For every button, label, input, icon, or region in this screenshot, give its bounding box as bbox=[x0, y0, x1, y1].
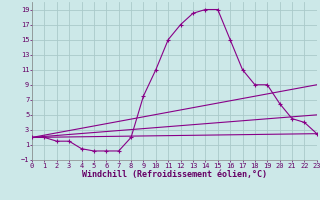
X-axis label: Windchill (Refroidissement éolien,°C): Windchill (Refroidissement éolien,°C) bbox=[82, 170, 267, 179]
